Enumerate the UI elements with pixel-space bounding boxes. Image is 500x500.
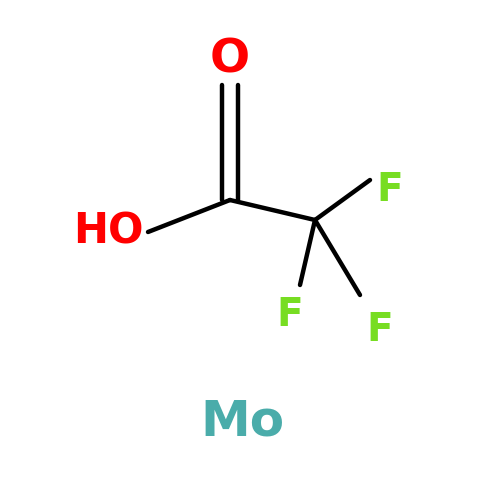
Text: F: F xyxy=(366,311,394,349)
Text: O: O xyxy=(210,38,250,82)
Text: F: F xyxy=(276,296,303,334)
Text: F: F xyxy=(376,171,404,209)
Text: HO: HO xyxy=(73,211,144,253)
Text: Mo: Mo xyxy=(200,398,284,446)
